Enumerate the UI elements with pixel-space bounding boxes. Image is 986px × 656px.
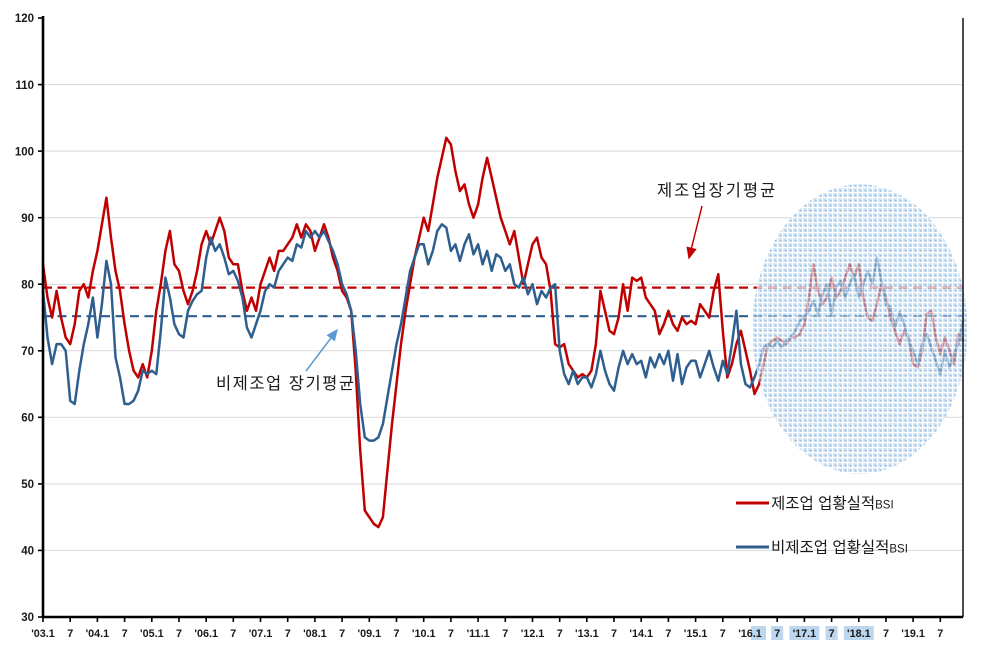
legend-mfg-label: 제조업 업황실적BSI bbox=[771, 495, 894, 513]
y-tick-label: 70 bbox=[21, 346, 34, 358]
legend-nonmfg-label: 비제조업 업황실적BSI bbox=[771, 539, 908, 557]
x-tick-label: '17.1 bbox=[793, 628, 817, 640]
x-tick-label: '05.1 bbox=[140, 628, 164, 640]
y-tick-label: 60 bbox=[21, 413, 34, 425]
x-tick-label: 7 bbox=[883, 628, 889, 640]
y-tick-label: 100 bbox=[15, 146, 34, 158]
x-tick-label: '09.1 bbox=[358, 628, 382, 640]
x-tick-label: 7 bbox=[665, 628, 671, 640]
recent-period-highlight-ellipse bbox=[752, 184, 968, 474]
x-tick-label: 7 bbox=[829, 628, 835, 640]
x-tick-label: '15.1 bbox=[684, 628, 708, 640]
y-tick-label: 80 bbox=[21, 279, 34, 291]
x-tick-label: 7 bbox=[611, 628, 617, 640]
x-tick-label: '08.1 bbox=[303, 628, 327, 640]
y-tick-label: 30 bbox=[21, 612, 34, 624]
y-tick-label: 40 bbox=[21, 546, 34, 558]
y-tick-label: 90 bbox=[21, 213, 34, 225]
nonmfg-average-arrow bbox=[305, 328, 338, 372]
x-tick-label: 7 bbox=[285, 628, 291, 640]
x-tick-label: 7 bbox=[67, 628, 73, 640]
x-tick-label: '03.1 bbox=[31, 628, 55, 640]
x-label-highlight bbox=[789, 626, 820, 640]
x-tick-label: '13.1 bbox=[575, 628, 599, 640]
x-tick-label: '04.1 bbox=[86, 628, 110, 640]
x-tick-label: '19.1 bbox=[901, 628, 925, 640]
x-tick-label: '06.1 bbox=[194, 628, 218, 640]
y-tick-label: 110 bbox=[15, 80, 34, 92]
x-tick-label: 7 bbox=[557, 628, 563, 640]
x-tick-label: '18.1 bbox=[847, 628, 871, 640]
x-tick-label: '14.1 bbox=[629, 628, 653, 640]
x-tick-label: '07.1 bbox=[249, 628, 273, 640]
x-tick-label: 7 bbox=[230, 628, 236, 640]
mfg-average-annotation: 제조업장기평균 bbox=[657, 181, 777, 200]
x-tick-label: 7 bbox=[502, 628, 508, 640]
x-tick-label: '12.1 bbox=[521, 628, 545, 640]
x-tick-label: 7 bbox=[774, 628, 780, 640]
x-tick-label: 7 bbox=[937, 628, 943, 640]
x-tick-label: '16.1 bbox=[738, 628, 762, 640]
x-label-highlight bbox=[751, 626, 766, 640]
nonmfg-average-annotation: 비제조업 장기평균 bbox=[216, 374, 356, 393]
x-tick-label: 7 bbox=[339, 628, 345, 640]
x-tick-label: '11.1 bbox=[467, 628, 490, 640]
x-label-highlight bbox=[771, 626, 784, 640]
x-tick-label: 7 bbox=[393, 628, 399, 640]
x-label-highlight bbox=[843, 626, 874, 640]
x-tick-label: 7 bbox=[122, 628, 128, 640]
x-tick-label: '10.1 bbox=[412, 628, 436, 640]
x-tick-label: 7 bbox=[720, 628, 726, 640]
mfg-average-arrow bbox=[686, 205, 703, 260]
x-tick-label: 7 bbox=[448, 628, 454, 640]
y-tick-label: 50 bbox=[21, 479, 34, 491]
x-label-highlight bbox=[825, 626, 838, 640]
y-tick-label: 120 bbox=[15, 13, 34, 25]
x-tick-label: 7 bbox=[176, 628, 182, 640]
